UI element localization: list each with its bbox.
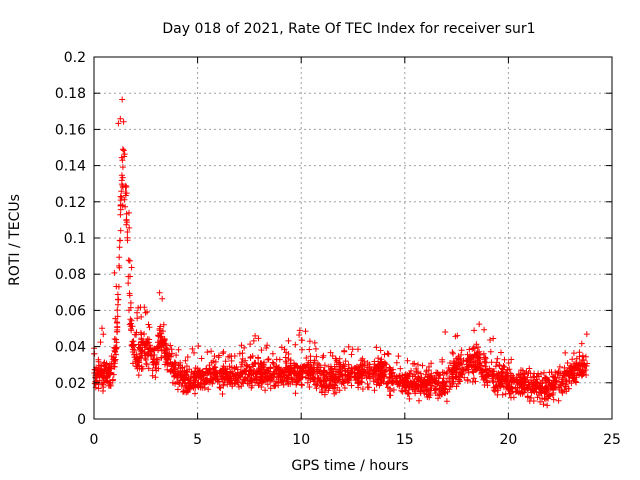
y-tick-label: 0.14 <box>55 159 86 175</box>
y-tick-label: 0.1 <box>64 231 86 247</box>
y-tick-label: 0.2 <box>64 50 86 66</box>
y-tick-label: 0.08 <box>55 267 86 283</box>
y-tick-label: 0.04 <box>55 340 86 356</box>
y-tick-label: 0 <box>77 412 86 428</box>
x-tick-label: 5 <box>193 432 202 448</box>
x-tick-label: 15 <box>396 432 414 448</box>
gridlines <box>94 57 612 419</box>
y-tick-label: 0.02 <box>55 376 86 392</box>
y-tick-label: 0.18 <box>55 86 86 102</box>
x-tick-label: 20 <box>499 432 517 448</box>
y-tick-label: 0.12 <box>55 195 86 211</box>
axis-ticks: 0 0.02 0.04 0.06 0.08 0.1 0.12 0.14 0.16 0.18 0.2 0… <box>55 50 621 448</box>
x-tick-label: 0 <box>90 432 99 448</box>
chart-title: Day 018 of 2021, Rate Of TEC Index for r… <box>162 21 535 37</box>
x-tick-label: 25 <box>603 432 621 448</box>
data-points <box>91 96 591 409</box>
y-tick-label: 0.16 <box>55 122 86 138</box>
x-axis-label: GPS time / hours <box>291 458 408 474</box>
series-points-roti <box>91 96 591 409</box>
x-tick-label: 10 <box>292 432 310 448</box>
y-axis-label: ROTI / TECUs <box>7 194 23 286</box>
y-tick-label: 0.06 <box>55 303 86 319</box>
